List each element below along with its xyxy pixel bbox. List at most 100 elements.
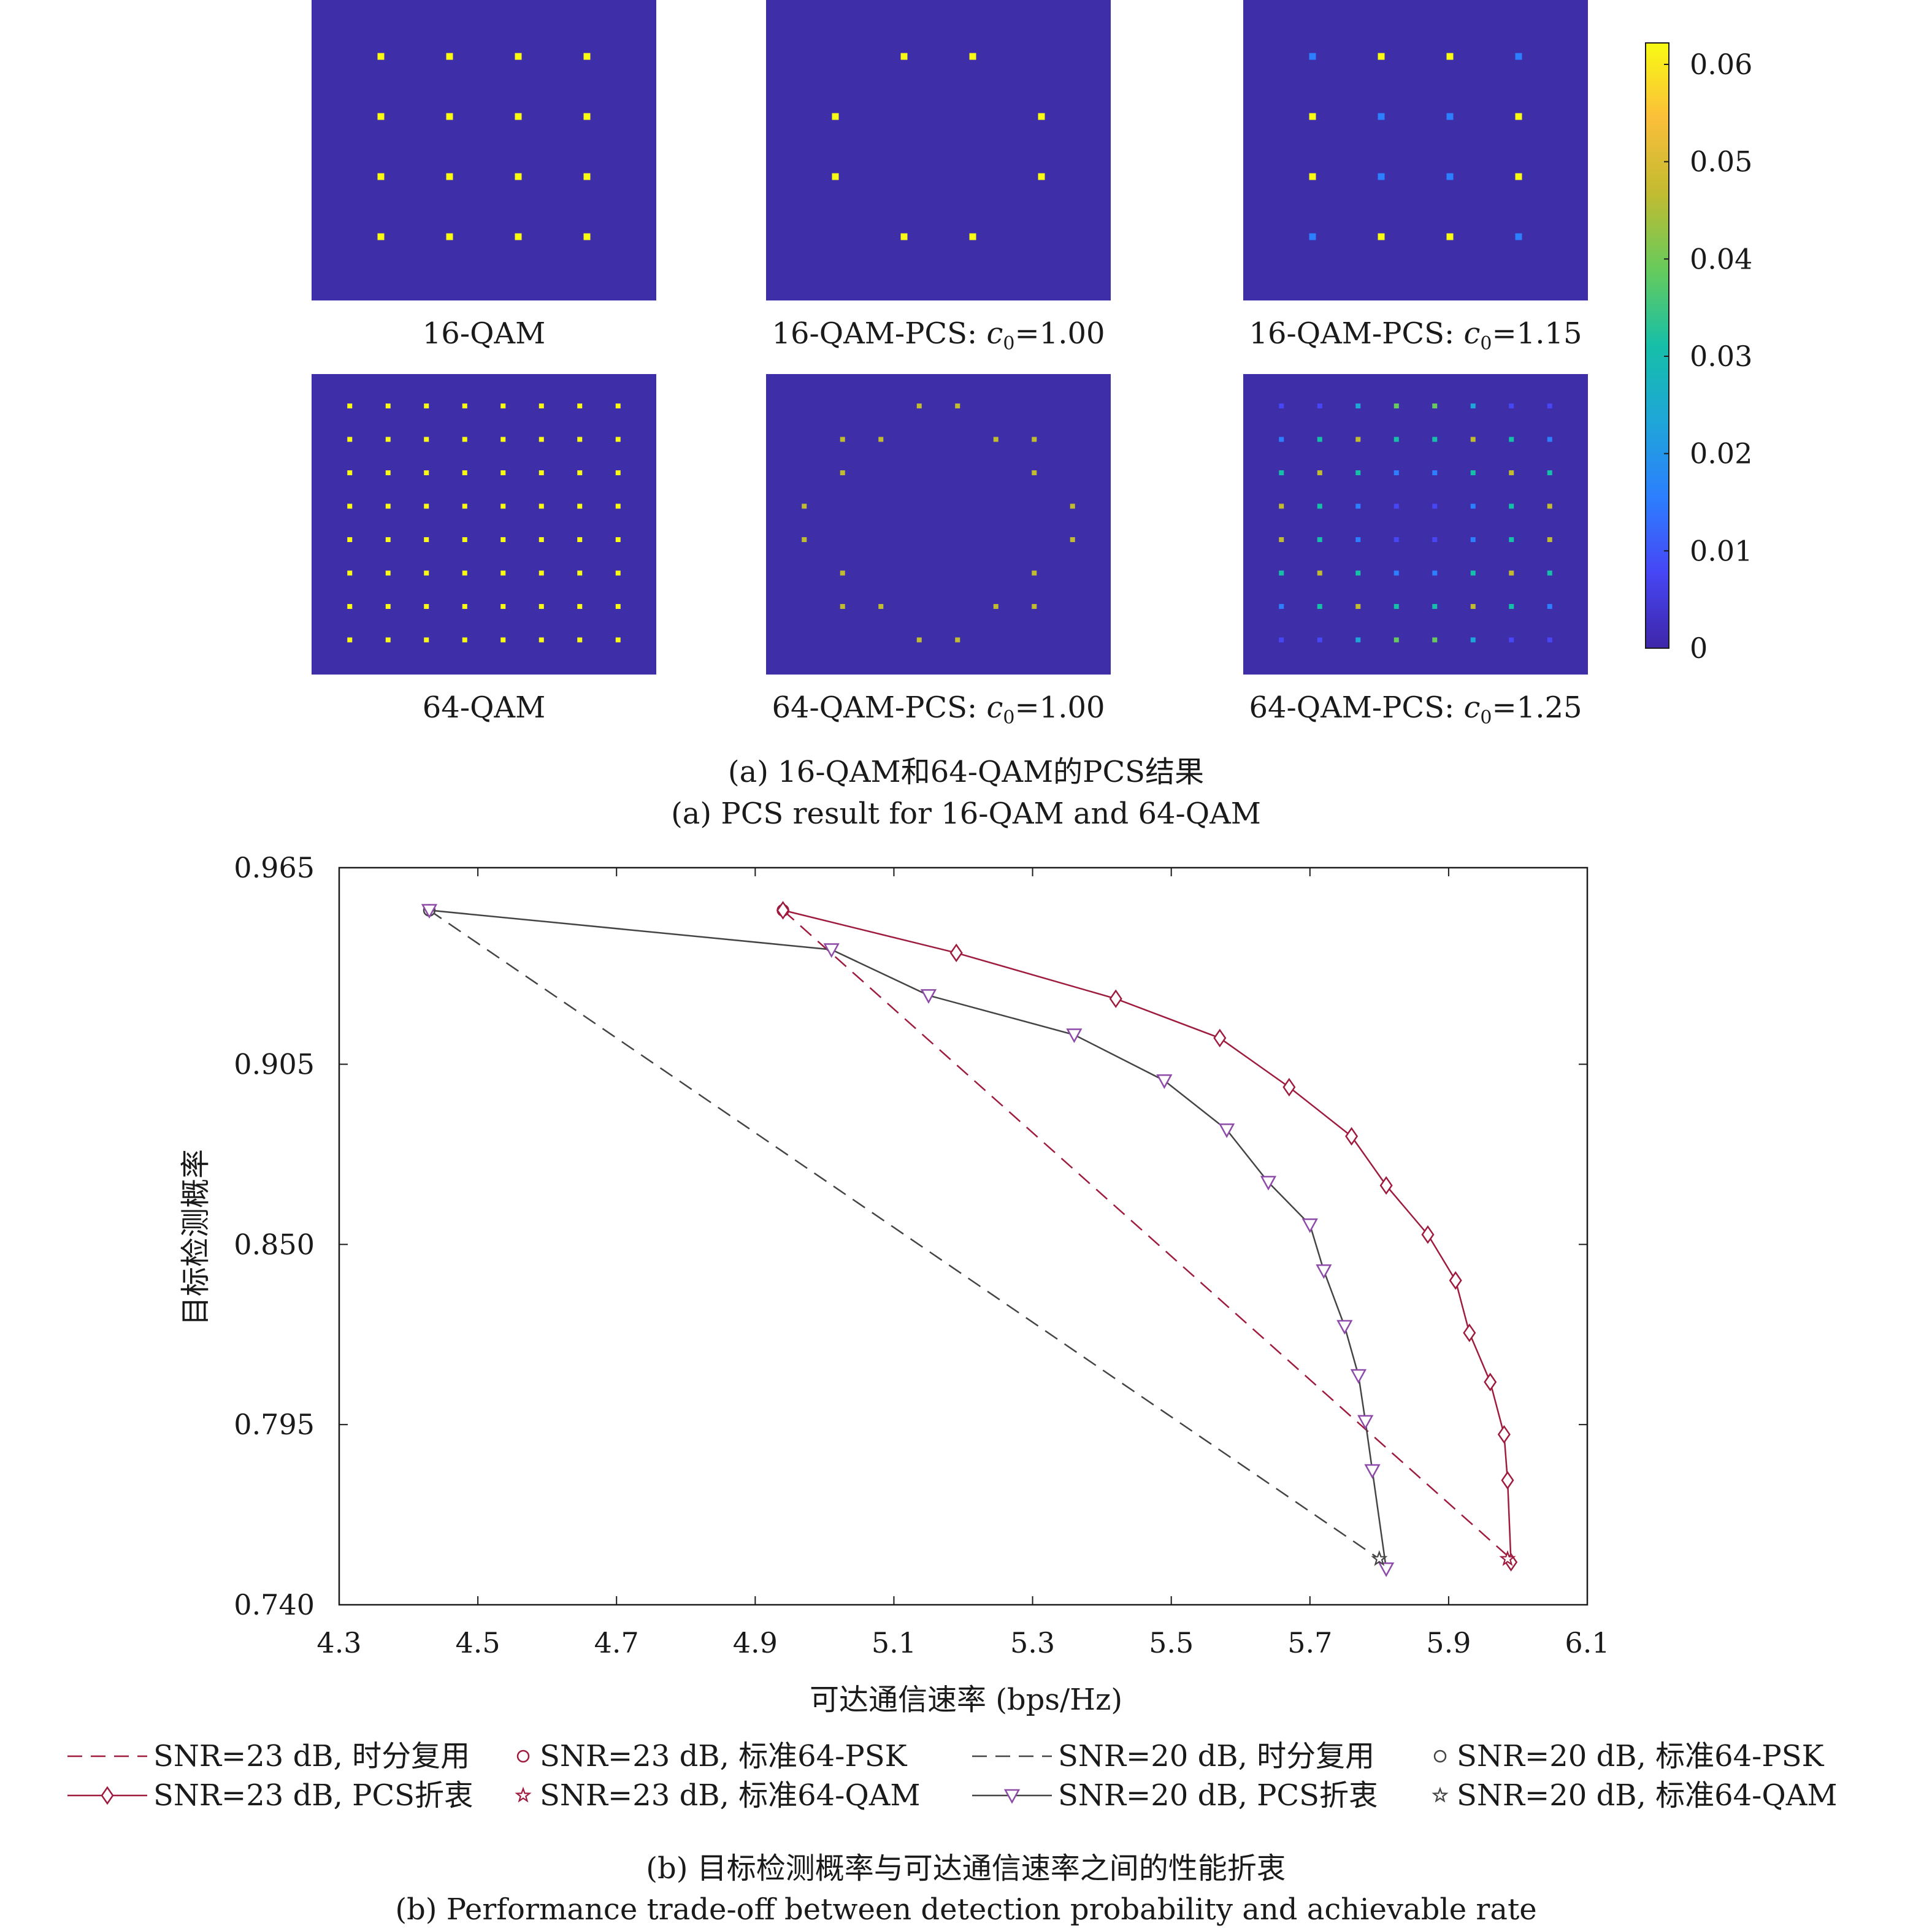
constellation-point bbox=[500, 470, 506, 475]
constellation-point bbox=[1317, 537, 1322, 542]
colorbar-tick-label: 0.05 bbox=[1690, 145, 1752, 178]
series-line bbox=[783, 909, 1512, 1562]
constellation-point bbox=[1547, 403, 1552, 408]
constellation-point bbox=[615, 470, 621, 475]
caption-a-cn: (a) 16-QAM和64-QAM的PCS结果 bbox=[728, 755, 1204, 789]
data-point bbox=[1497, 1425, 1511, 1444]
constellation-point bbox=[446, 53, 453, 60]
constellation-point bbox=[1432, 604, 1438, 609]
constellation-point bbox=[424, 470, 429, 475]
constellation-point bbox=[500, 437, 506, 442]
data-point bbox=[1003, 1789, 1021, 1804]
constellation-plot bbox=[1243, 0, 1588, 300]
data-point bbox=[1357, 1415, 1374, 1430]
data-point bbox=[1066, 1028, 1083, 1044]
panel-b: 4.3 4.5 4.7 4.9 5.1 5.3 5.5 5.7 5.9 6.1 0.740 0.795… bbox=[234, 851, 1609, 1659]
constellation-point bbox=[1279, 403, 1284, 408]
constellation-point bbox=[539, 570, 544, 576]
constellation-point bbox=[1355, 570, 1361, 576]
legend-label: SNR=20 dB, 标准64-PSK bbox=[1457, 1739, 1825, 1773]
constellation-point bbox=[1515, 113, 1522, 120]
constellation-point bbox=[1279, 470, 1284, 475]
constellation-point bbox=[832, 173, 839, 180]
constellation-point bbox=[583, 233, 591, 240]
series bbox=[429, 909, 1380, 1560]
data-point bbox=[1371, 1550, 1388, 1566]
data-point bbox=[1316, 1264, 1332, 1279]
constellation-point bbox=[1393, 470, 1399, 475]
constellation-point bbox=[993, 437, 999, 442]
legend-item: SNR=20 dB, 时分复用 bbox=[972, 1739, 1374, 1773]
series bbox=[776, 901, 1518, 1572]
constellation-point bbox=[615, 437, 621, 442]
legend: SNR=23 dB, 时分复用 SNR=23 dB, 标准64-PSK SNR=20… bbox=[67, 1739, 1838, 1813]
constellation-point bbox=[1509, 604, 1514, 609]
constellation-point bbox=[577, 570, 583, 576]
constellation-point bbox=[1378, 173, 1385, 180]
data-point bbox=[823, 943, 840, 958]
series-line bbox=[429, 909, 1387, 1569]
constellation-point bbox=[1279, 570, 1284, 576]
x-tick-label: 4.3 bbox=[316, 1626, 361, 1659]
colorbar bbox=[1645, 42, 1669, 649]
constellation-point bbox=[347, 604, 353, 609]
constellation-point bbox=[1509, 403, 1514, 408]
constellation-point bbox=[1038, 173, 1045, 180]
subplot-label: 64-QAM-PCS: c0=1.25 bbox=[1249, 690, 1582, 728]
constellation-point bbox=[1317, 470, 1322, 475]
constellation-point bbox=[840, 570, 845, 576]
constellation-point bbox=[347, 537, 353, 542]
y-tick-label: 0.850 bbox=[234, 1228, 315, 1261]
colorbar-tick-label: 0.03 bbox=[1690, 340, 1752, 373]
constellation-plot bbox=[1243, 374, 1588, 675]
data-point bbox=[1364, 1464, 1381, 1479]
constellation-point bbox=[1446, 173, 1454, 180]
constellation-point bbox=[462, 637, 467, 643]
constellation-point bbox=[1470, 537, 1476, 542]
constellation-point bbox=[462, 503, 467, 509]
constellation-point bbox=[1032, 570, 1037, 576]
y-axis-label: 目标检测概率 bbox=[178, 1149, 213, 1326]
data-point bbox=[1156, 1074, 1173, 1089]
constellation-point bbox=[878, 604, 884, 609]
constellation-point bbox=[1547, 537, 1552, 542]
constellation-plot bbox=[766, 0, 1111, 300]
constellation-point bbox=[1317, 437, 1322, 442]
constellation-point bbox=[1515, 53, 1522, 60]
constellation-point bbox=[1432, 570, 1438, 576]
constellation-point bbox=[1509, 537, 1514, 542]
data-point bbox=[1499, 1550, 1516, 1566]
x-tick-label: 5.3 bbox=[1010, 1626, 1055, 1659]
plot-area bbox=[338, 866, 1589, 1606]
legend-label: SNR=23 dB, 标准64-QAM bbox=[540, 1778, 921, 1813]
constellation-point bbox=[1446, 113, 1454, 120]
y-tick-label: 0.965 bbox=[234, 851, 315, 884]
data-point bbox=[516, 1749, 530, 1763]
data-point bbox=[1379, 1176, 1393, 1195]
constellation-point bbox=[1355, 470, 1361, 475]
legend-item: SNR=20 dB, PCS折衷 bbox=[972, 1778, 1378, 1813]
constellation-point bbox=[1032, 604, 1037, 609]
constellation-point bbox=[1309, 53, 1316, 60]
data-point bbox=[1282, 1077, 1296, 1097]
constellation-point bbox=[615, 570, 621, 576]
constellation-point bbox=[1509, 570, 1514, 576]
constellation-point bbox=[539, 437, 544, 442]
colorbar-tick-label: 0.02 bbox=[1690, 437, 1752, 470]
constellation-point bbox=[1279, 604, 1284, 609]
constellation-point bbox=[462, 470, 467, 475]
constellation-point bbox=[1378, 233, 1385, 240]
constellation-point bbox=[1378, 53, 1385, 60]
constellation-point bbox=[577, 403, 583, 408]
constellation-point bbox=[802, 537, 807, 542]
constellation-point bbox=[1547, 637, 1552, 643]
constellation-point bbox=[878, 437, 884, 442]
constellation-point bbox=[1509, 637, 1514, 643]
constellation-point bbox=[385, 604, 391, 609]
constellation-point bbox=[969, 233, 976, 240]
x-tick-label: 4.5 bbox=[456, 1626, 500, 1659]
constellation-point bbox=[1470, 437, 1476, 442]
constellation-point bbox=[539, 503, 544, 509]
constellation-plot bbox=[312, 0, 656, 300]
series-line bbox=[429, 909, 1380, 1560]
